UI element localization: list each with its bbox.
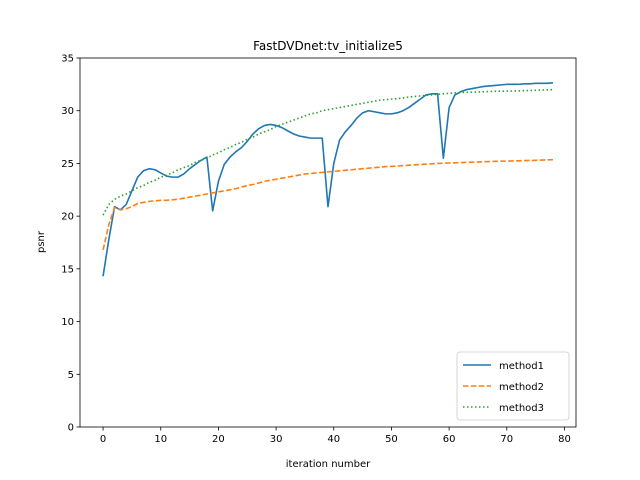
y-tick-label: 20 bbox=[61, 212, 74, 223]
legend-box bbox=[456, 351, 570, 421]
plot-area bbox=[79, 57, 577, 428]
y-tick-label: 5 bbox=[68, 370, 74, 381]
x-tick-label: 10 bbox=[154, 434, 167, 445]
legend-label-method3: method3 bbox=[499, 403, 544, 414]
y-tick-label: 35 bbox=[61, 54, 74, 65]
y-tick-label: 10 bbox=[61, 317, 74, 328]
x-tick-label: 80 bbox=[558, 434, 571, 445]
series-line-method1 bbox=[102, 81, 554, 277]
series-line-method2 bbox=[102, 158, 553, 251]
x-axis-label: iteration number bbox=[286, 459, 371, 470]
x-tick-label: 50 bbox=[385, 434, 398, 445]
y-tick-label: 30 bbox=[61, 106, 74, 117]
x-axis: 0 10 20 30 40 50 60 70 80 bbox=[100, 427, 571, 445]
legend-label-method2: method2 bbox=[499, 382, 544, 393]
x-tick-label: 30 bbox=[270, 434, 283, 445]
y-axis-label: psnr bbox=[36, 230, 47, 253]
series-line-method3 bbox=[102, 88, 553, 216]
y-tick-label: 0 bbox=[68, 423, 74, 434]
plot-frame bbox=[79, 57, 577, 428]
y-tick-label: 25 bbox=[61, 159, 74, 170]
legend-label-method1: method1 bbox=[499, 361, 544, 372]
x-tick-label: 60 bbox=[443, 434, 456, 445]
y-tick-label: 15 bbox=[61, 264, 74, 275]
x-tick-label: 0 bbox=[100, 434, 106, 445]
x-tick-label: 40 bbox=[327, 434, 340, 445]
legend: method1 method2 method3 bbox=[456, 351, 570, 421]
x-tick-label: 70 bbox=[500, 434, 513, 445]
x-tick-label: 20 bbox=[212, 434, 225, 445]
chart-title: FastDVDnet:tv_initialize5 bbox=[253, 39, 403, 53]
y-axis: 0 5 10 15 20 25 30 35 bbox=[61, 54, 80, 434]
